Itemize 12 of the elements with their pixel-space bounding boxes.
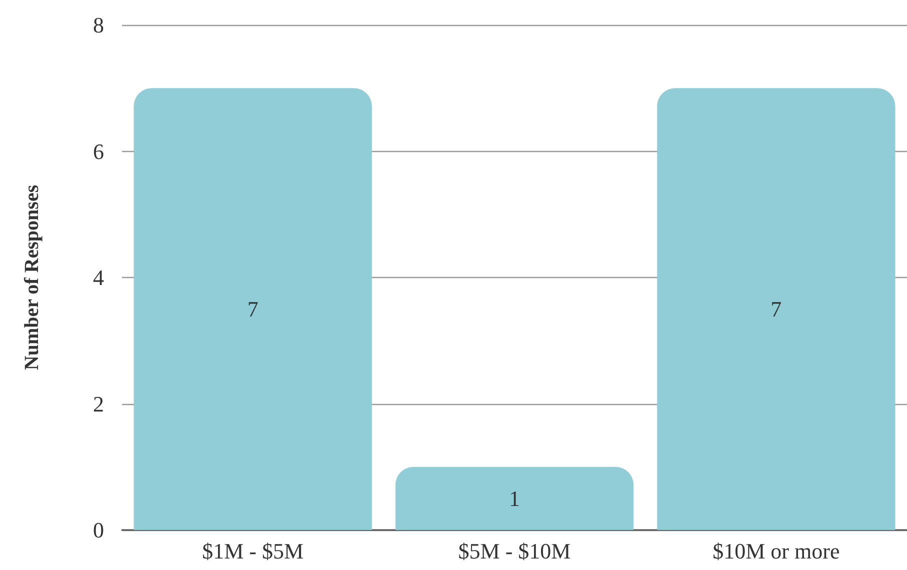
y-tick-label: 0 [93, 518, 104, 542]
y-tick-label: 2 [93, 391, 104, 416]
x-tick-label: $1M - $5M [202, 538, 304, 564]
y-tick-label: 6 [93, 138, 104, 164]
y-axis-title: Number of Responses [21, 184, 43, 370]
data-label: 1 [509, 486, 520, 511]
data-label: 7 [247, 296, 258, 322]
y-tick-label: 8 [93, 12, 104, 38]
x-tick-label: $10M or more [712, 538, 840, 564]
data-label: 7 [770, 296, 782, 322]
y-tick-label: 4 [93, 265, 104, 290]
x-tick-label: $5M - $10M [458, 538, 571, 564]
